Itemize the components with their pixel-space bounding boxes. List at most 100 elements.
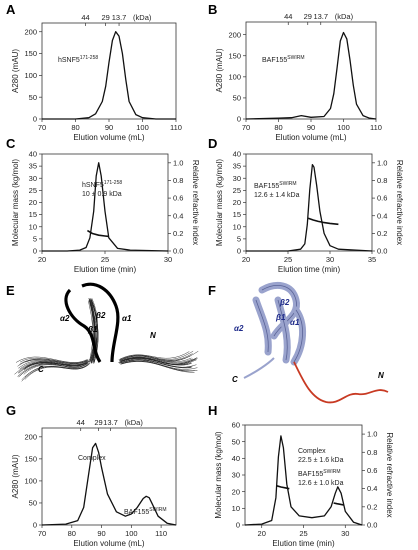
y-tick-label: 10 [232,504,240,513]
ensemble-tail-c [17,359,88,367]
y-tick-label: 0 [236,521,240,530]
annotation: Complex [298,448,326,455]
x-tick-label: 70 [242,123,250,132]
y-axis-label: A280 (mAU) [215,48,224,92]
annotation-main: Complex [78,455,106,462]
elution-trace-series [244,435,363,526]
y-tick-label: 200 [228,30,241,39]
y-tick-label: 10 [233,222,241,231]
annotation-mass: 12.6 ± 1.4 kDa [254,192,300,199]
y2-tick-label: 0.4 [173,211,183,220]
structure-label: β2 [279,298,290,307]
y2-tick-label: 0.6 [173,194,183,203]
annotation-sup: SWIRM [287,55,304,61]
ensemble-tail-n [119,356,192,363]
x-tick-label: 30 [341,529,349,538]
y2-tick-label: 0.0 [377,247,387,256]
molar-mass-series [86,229,109,238]
marker-label: 29 [94,418,102,427]
panel-label: D [208,136,217,151]
y-tick-label: 15 [233,210,241,219]
structure-label: β1 [87,325,98,334]
y-tick-label: 35 [233,162,241,171]
ensemble-tail-n [120,361,195,373]
y-axis-label: Molecular mass (kg/mol) [215,159,224,246]
structure-panel-f: Fβ2 β1 α1 α2 C N [208,281,389,404]
structure-panel-e: Eα2 α1 β2 β1 C N [6,282,199,382]
chart-panel-b: B 70 80 90 100 110 0 50 100 150 200 Elution volume … [208,2,382,142]
x-axis-label: Elution volume (mL) [275,133,346,142]
y2-tick-label: 0.4 [377,211,387,220]
ribbon-outline [255,299,269,353]
structure-label: α2 [234,324,244,333]
annotation: BAF155SWIRM [298,469,341,478]
x-tick-label: 20 [38,255,46,264]
ensemble-tail-n [119,357,193,364]
marker-label: 13.7 [103,418,118,427]
y-tick-label: 200 [24,432,37,441]
y-tick-label: 60 [232,421,240,430]
marker-unit: (kDa) [133,13,152,22]
panel-label: F [208,283,216,298]
y-tick-label: 0 [33,247,37,256]
annotation-sup: SWIRM [323,469,340,475]
annotation-mass: 10 ± 0.9 kDa [82,191,122,198]
x-axis-label: Elution volume (mL) [73,133,144,142]
x-tick-label: 25 [101,255,109,264]
y-tick-label: 40 [233,150,241,159]
y-tick-label: 200 [24,27,37,36]
annotation-sup: 171-258 [80,55,99,61]
x-tick-label: 80 [274,123,282,132]
y-tick-label: 30 [232,471,240,480]
y2-axis-label: Relative refractive index [191,160,200,245]
annotation-mass: 22.5 ± 1.6 kDa [298,457,344,464]
x-tick-label: 20 [242,255,250,264]
alpha1-helix-core [81,282,120,363]
molar-mass-series [307,217,339,226]
marker-unit: (kDa) [335,12,354,21]
ensemble-core-strand [88,300,94,361]
ensemble-tail-n [121,360,198,370]
structure-label: β1 [275,313,286,322]
y2-tick-label: 1.0 [367,430,377,439]
x-tick-label: 70 [38,123,46,132]
marker-label: 29 [304,12,312,21]
y2-tick-label: 0.2 [367,502,377,511]
y-tick-label: 0 [237,247,241,256]
ensemble-core-strand [89,300,96,362]
ensemble-tail-c [14,361,87,375]
x-tick-label: 100 [136,123,149,132]
annotation-main: hSNF5 [58,57,80,64]
plot-frame [41,22,177,120]
x-tick-label: 90 [307,123,315,132]
ribbon-structure-image [243,281,389,404]
x-tick-label: 70 [38,529,46,538]
x-tick-label: 100 [125,529,138,538]
x-tick-label: 25 [299,529,307,538]
y-tick-label: 150 [24,49,37,58]
chart-panel-c: C 20 25 30 0 5 10 15 20 25 30 35 40 0.0 0.2 0.4 0.6 0.8 1.… [6,136,200,274]
chart-panel-d: D 20 25 30 35 0 5 10 15 20 25 30 35 40 0.0 0.2 0.4 0.6 0.8… [208,136,404,274]
x-tick-label: 80 [68,529,76,538]
ensemble-tail-c [23,361,90,370]
x-tick-label: 100 [337,123,350,132]
y-tick-label: 50 [233,94,241,103]
ensemble-tail-n [119,359,192,369]
y-tick-label: 15 [29,210,37,219]
y-tick-label: 50 [29,93,37,102]
y-tick-label: 30 [233,174,241,183]
structure-label: N [150,331,156,340]
y-axis-label: A280 (mAU) [11,454,20,498]
plot-frame [41,427,177,526]
ensemble-tail-n [119,353,193,361]
annotation: BAF155SWIRM [124,507,167,516]
annotation: BAF155SWIRM [254,181,297,190]
y-tick-label: 5 [237,234,241,243]
annotation: hSNF5171-258 [58,55,98,64]
x-tick-label: 20 [258,529,266,538]
y-tick-label: 20 [29,198,37,207]
y-axis-label: A280 (mAU) [11,49,20,93]
x-tick-label: 35 [368,255,376,264]
panel-label: A [6,2,16,17]
marker-label: 44 [81,13,89,22]
